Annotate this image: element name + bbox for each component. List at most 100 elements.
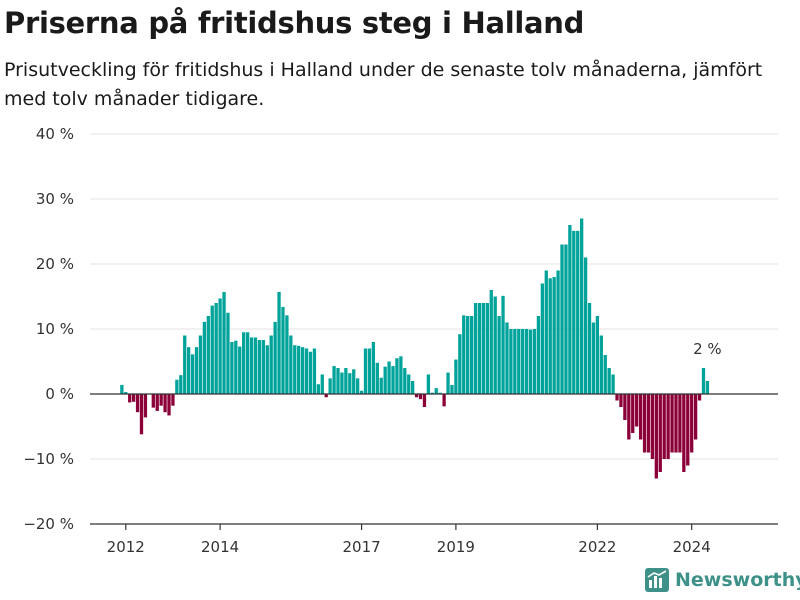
y-tick-label: 30 %	[36, 190, 74, 208]
bar	[540, 283, 545, 394]
bar	[426, 374, 431, 394]
bar	[509, 329, 513, 394]
bar	[524, 329, 529, 394]
bar	[473, 303, 478, 394]
bar	[257, 340, 262, 394]
bar	[328, 378, 332, 394]
bar	[210, 305, 214, 394]
bar	[658, 394, 662, 472]
bar	[414, 394, 419, 398]
bar	[352, 369, 356, 394]
bar	[458, 334, 462, 394]
bar-chart-logo-icon	[645, 568, 669, 592]
y-tick-label: 10 %	[36, 320, 74, 338]
bar	[666, 394, 670, 459]
x-tick-label: 2014	[201, 538, 239, 556]
bar	[175, 379, 179, 394]
bar	[477, 303, 482, 394]
bar	[285, 315, 289, 394]
bar	[619, 394, 623, 407]
bar	[183, 335, 187, 394]
bar	[591, 322, 596, 394]
bar	[674, 394, 678, 453]
bar	[544, 270, 548, 394]
bar	[375, 362, 379, 394]
chart-title: Priserna på fritidshus steg i Halland	[4, 6, 585, 40]
newsworthy-logo: Newsworthy	[645, 568, 800, 592]
bar	[120, 384, 124, 394]
bar	[615, 394, 619, 401]
y-tick-label: −20 %	[23, 515, 74, 533]
chart-subtitle: Prisutveckling för fritidshus i Halland …	[4, 59, 763, 110]
bar	[548, 278, 552, 394]
bar	[202, 321, 207, 394]
bar	[446, 372, 450, 394]
bar	[159, 394, 163, 406]
bar	[308, 351, 313, 394]
bar	[320, 374, 324, 394]
bar	[253, 337, 258, 394]
bar	[576, 230, 580, 394]
bar	[163, 394, 167, 413]
bar	[277, 291, 281, 394]
bar	[501, 295, 505, 394]
bar	[434, 388, 438, 394]
bar	[214, 303, 218, 394]
bar	[407, 374, 411, 394]
bar	[218, 298, 222, 394]
bar	[572, 230, 576, 394]
bar	[234, 340, 238, 394]
bar	[155, 394, 159, 411]
bar	[124, 392, 128, 394]
bar	[587, 303, 592, 394]
bar	[654, 394, 658, 479]
bar	[198, 335, 203, 394]
bar	[356, 378, 360, 394]
bar	[261, 340, 265, 394]
y-tick-label: 40 %	[36, 125, 74, 143]
bar	[171, 394, 175, 406]
bar	[701, 368, 706, 394]
bar	[568, 225, 572, 394]
bar	[359, 390, 364, 394]
bar	[194, 347, 199, 394]
bar	[580, 218, 584, 394]
latest-value-label: 2 %	[693, 340, 722, 358]
bar	[705, 381, 710, 394]
bar	[536, 316, 541, 394]
bar	[532, 329, 537, 394]
bar	[348, 373, 352, 394]
bar	[187, 347, 191, 394]
x-tick-label: 2022	[578, 538, 616, 556]
bar	[556, 270, 560, 394]
bar	[190, 354, 195, 394]
bar	[627, 394, 631, 440]
bar	[265, 345, 269, 394]
bar	[135, 394, 140, 413]
bar	[399, 356, 403, 394]
bar	[442, 394, 446, 407]
bar	[411, 381, 415, 394]
bar	[418, 394, 423, 400]
bar	[642, 394, 647, 453]
bar	[300, 347, 305, 394]
bar	[552, 277, 556, 394]
bar	[693, 394, 698, 440]
bar	[422, 394, 427, 407]
bar	[485, 303, 489, 394]
bar	[462, 315, 466, 394]
bar	[678, 394, 682, 453]
bar	[336, 368, 340, 394]
x-tick-label: 2024	[673, 538, 711, 556]
bar	[599, 335, 603, 394]
bar	[340, 372, 344, 394]
bar	[293, 345, 297, 394]
bar	[391, 366, 395, 394]
bar	[638, 394, 643, 440]
bar	[454, 359, 458, 394]
bar	[528, 329, 533, 394]
bar	[206, 316, 210, 394]
bar	[690, 394, 694, 453]
bar	[273, 321, 277, 394]
